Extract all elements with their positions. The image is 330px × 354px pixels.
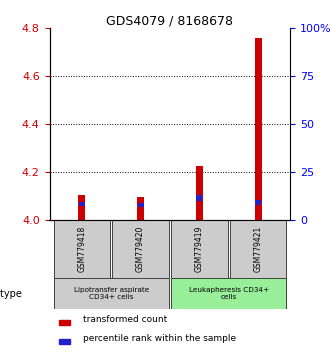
Text: GSM779418: GSM779418 bbox=[77, 226, 86, 273]
Bar bbox=[79, 202, 85, 206]
Text: Lipotransfer aspirate
CD34+ cells: Lipotransfer aspirate CD34+ cells bbox=[74, 287, 149, 300]
Bar bbox=[59, 320, 70, 325]
Bar bbox=[138, 204, 144, 207]
Text: percentile rank within the sample: percentile rank within the sample bbox=[83, 334, 236, 343]
Bar bbox=[196, 166, 203, 220]
Bar bbox=[53, 278, 169, 309]
Bar bbox=[196, 195, 202, 201]
Bar bbox=[59, 339, 70, 344]
Text: GSM779420: GSM779420 bbox=[136, 226, 145, 273]
Bar bbox=[113, 220, 169, 278]
Title: GDS4079 / 8168678: GDS4079 / 8168678 bbox=[107, 14, 233, 27]
Bar bbox=[53, 220, 110, 278]
Bar bbox=[137, 198, 144, 220]
Text: cell type: cell type bbox=[0, 289, 22, 299]
Text: Leukapheresis CD34+
cells: Leukapheresis CD34+ cells bbox=[188, 287, 269, 300]
Bar bbox=[78, 195, 85, 220]
Bar bbox=[171, 220, 227, 278]
Bar bbox=[254, 38, 262, 220]
Text: transformed count: transformed count bbox=[83, 315, 168, 324]
Text: GSM779419: GSM779419 bbox=[195, 226, 204, 273]
Bar bbox=[255, 200, 261, 205]
Bar bbox=[171, 278, 286, 309]
Bar bbox=[230, 220, 286, 278]
Text: GSM779421: GSM779421 bbox=[253, 226, 263, 273]
